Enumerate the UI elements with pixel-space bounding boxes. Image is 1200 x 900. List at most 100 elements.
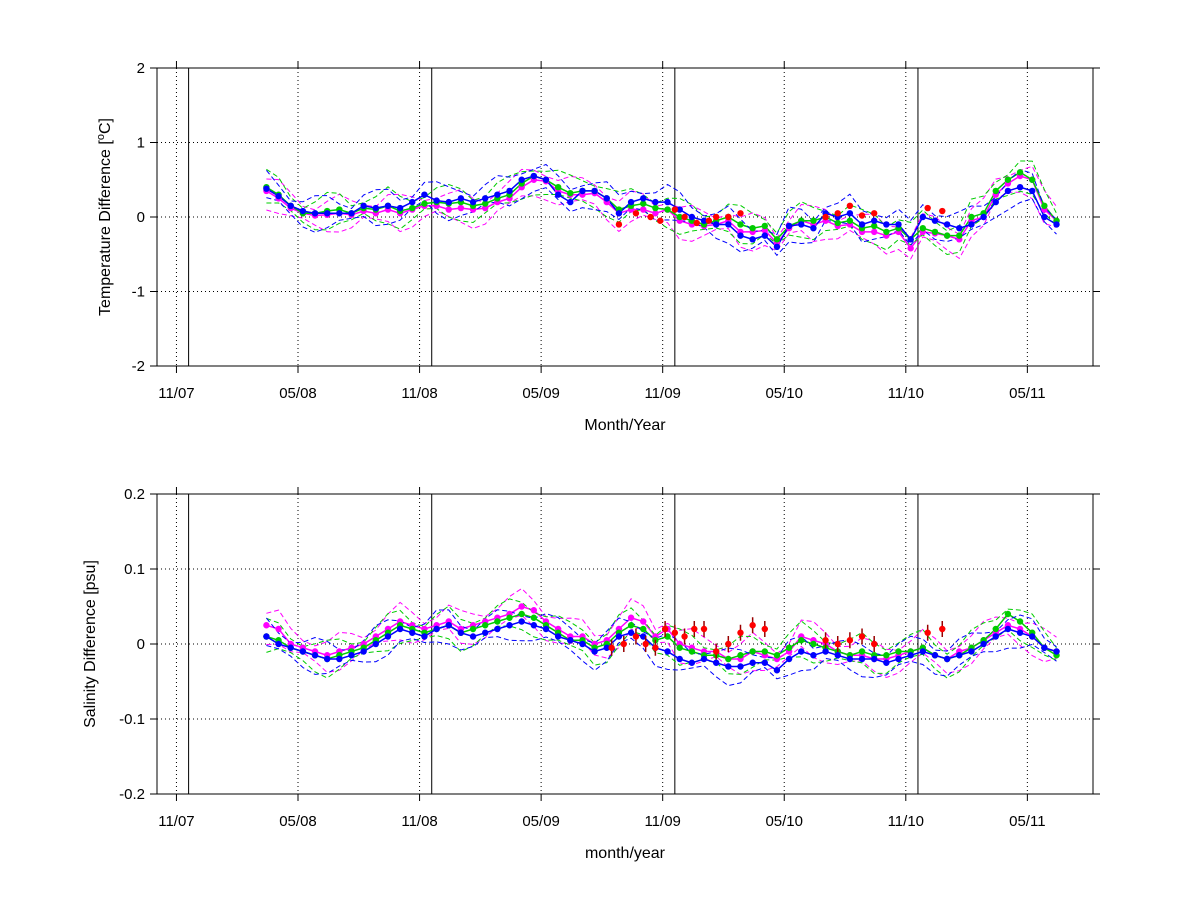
data-point xyxy=(846,202,854,210)
data-point xyxy=(883,652,890,659)
data-point xyxy=(652,644,659,651)
data-point xyxy=(287,644,294,651)
data-point xyxy=(445,198,452,206)
data-point xyxy=(482,622,489,629)
y-axis-label: Temperature Difference [oC] xyxy=(95,118,114,316)
data-point xyxy=(749,659,756,666)
data-point xyxy=(761,222,768,230)
y-tick-label: -1 xyxy=(132,284,145,301)
data-point xyxy=(671,206,679,213)
series-envelope-lower xyxy=(266,614,1057,679)
data-point xyxy=(627,614,635,621)
data-point xyxy=(1004,176,1012,183)
data-point xyxy=(810,217,817,224)
data-point xyxy=(384,633,392,640)
data-point xyxy=(846,210,854,217)
data-point xyxy=(939,207,946,215)
data-point xyxy=(858,221,866,228)
data-point xyxy=(554,633,562,640)
data-point xyxy=(336,655,343,663)
data-point xyxy=(761,227,768,234)
y-tick-label: 0 xyxy=(137,636,145,653)
data-point xyxy=(992,198,999,206)
data-point xyxy=(749,224,756,232)
data-point xyxy=(299,648,307,655)
data-point xyxy=(846,217,854,224)
data-point xyxy=(688,213,696,221)
data-point xyxy=(652,210,659,217)
data-point xyxy=(773,243,781,250)
data-point xyxy=(421,633,428,640)
x-tick-label: 11/10 xyxy=(888,385,924,402)
data-point xyxy=(1029,176,1036,183)
data-point xyxy=(737,221,744,228)
data-point xyxy=(360,648,367,655)
y-axis-label-text: Temperature Difference [ xyxy=(97,140,114,316)
data-point xyxy=(494,191,501,198)
data-point xyxy=(275,192,282,200)
data-point xyxy=(1016,169,1024,176)
data-point xyxy=(615,210,623,217)
data-point xyxy=(1041,644,1048,651)
data-point xyxy=(749,622,756,629)
data-point xyxy=(705,217,713,224)
data-point xyxy=(323,210,331,217)
data-point xyxy=(870,655,878,663)
x-tick-label: 05/10 xyxy=(765,385,803,402)
data-point xyxy=(263,633,270,640)
data-point xyxy=(657,217,664,224)
data-point xyxy=(409,204,416,212)
data-point xyxy=(664,633,671,640)
data-point xyxy=(895,648,902,655)
data-point xyxy=(725,221,732,228)
data-point xyxy=(693,219,700,227)
data-point xyxy=(870,222,878,230)
series-line xyxy=(266,175,1058,250)
data-point xyxy=(688,648,696,655)
data-point xyxy=(457,629,465,636)
data-point xyxy=(956,232,963,239)
series-envelope-upper xyxy=(266,165,1057,239)
data-point xyxy=(676,655,683,663)
data-point xyxy=(737,629,744,636)
data-point xyxy=(676,206,683,213)
data-point xyxy=(627,198,635,206)
data-point xyxy=(1004,625,1012,633)
data-point xyxy=(433,625,440,633)
data-point xyxy=(482,200,489,207)
data-point xyxy=(1016,184,1024,191)
data-point xyxy=(737,232,744,239)
data-point xyxy=(372,640,380,648)
data-point xyxy=(1016,629,1024,636)
data-point xyxy=(554,191,562,198)
data-point xyxy=(482,204,489,212)
salinity-panel: 0.2 0.1 0 -0.1 -0.2 11/07 05/08 11/08 05/09 11/09… xyxy=(82,486,1100,862)
data-point xyxy=(1041,202,1048,210)
data-point xyxy=(761,232,768,239)
data-point xyxy=(737,663,744,670)
data-point xyxy=(494,625,501,633)
data-point xyxy=(681,633,688,640)
data-point xyxy=(980,640,987,648)
data-point xyxy=(445,206,452,213)
data-point xyxy=(858,212,866,219)
data-point xyxy=(1004,187,1012,195)
series-envelope-upper xyxy=(266,160,1057,235)
data-point xyxy=(725,655,732,663)
x-tick-label: 05/09 xyxy=(522,813,560,830)
data-point xyxy=(372,204,380,212)
data-point xyxy=(931,217,939,224)
data-point xyxy=(311,652,319,659)
data-point xyxy=(676,213,683,221)
data-point xyxy=(858,655,866,663)
data-point xyxy=(409,629,416,636)
data-point xyxy=(608,644,615,651)
data-point xyxy=(834,640,841,648)
x-tick-label: 05/08 xyxy=(279,385,317,402)
data-point xyxy=(567,189,574,197)
data-point xyxy=(834,219,841,227)
data-point xyxy=(749,236,756,243)
data-point xyxy=(627,622,635,629)
data-point xyxy=(323,655,331,663)
data-point xyxy=(968,221,975,228)
